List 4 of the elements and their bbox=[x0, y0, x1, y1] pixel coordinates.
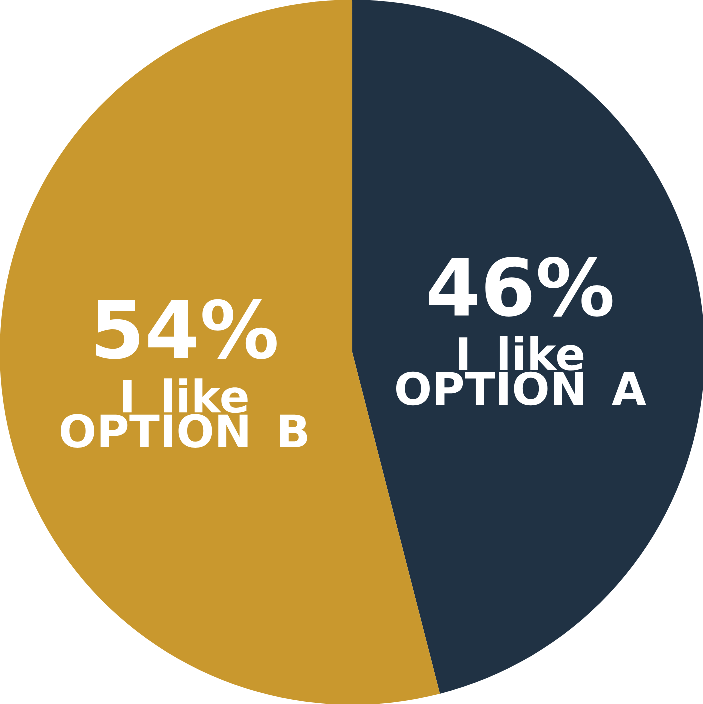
slice-label: I like OPTION B bbox=[61, 378, 308, 448]
data-label: 54% bbox=[96, 299, 277, 360]
data-label: 46% bbox=[429, 257, 613, 317]
slice-label: I like OPTION A bbox=[396, 336, 646, 406]
